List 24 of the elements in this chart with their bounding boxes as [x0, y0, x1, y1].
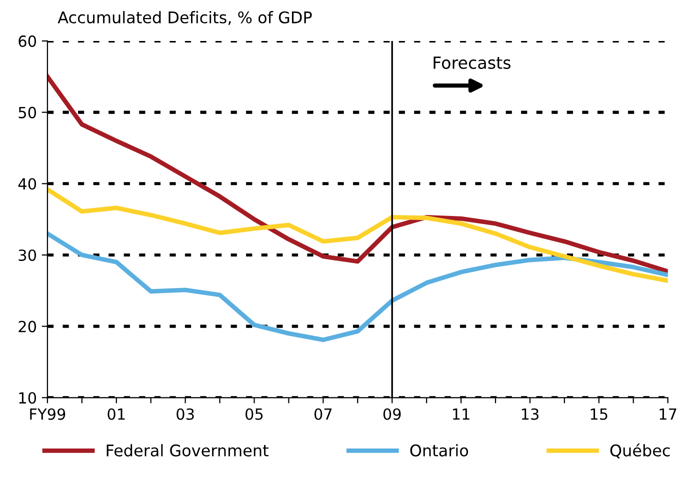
- x-tick-label: 01: [108, 408, 125, 420]
- y-tick-label: 50: [18, 106, 36, 118]
- x-tick-label: 11: [453, 408, 470, 420]
- y-axis-title: Accumulated Deficits, % of GDP: [58, 11, 312, 26]
- line-series: [47, 231, 668, 342]
- y-tick-label: 60: [18, 35, 36, 47]
- legend-label: Ontario: [410, 444, 468, 456]
- line-series: [47, 187, 668, 283]
- y-tick-label: 40: [18, 178, 36, 190]
- y-tick-label: 30: [18, 249, 36, 261]
- x-tick-label: 05: [246, 408, 263, 420]
- x-tick-label: FY99: [30, 408, 66, 420]
- x-tick-label: 03: [176, 408, 194, 420]
- legend-label: Federal Government: [106, 444, 268, 456]
- annotation: Forecasts: [434, 56, 510, 69]
- legend-label: Québec: [610, 443, 670, 458]
- y-tick-label: 20: [18, 320, 36, 332]
- y-tick-label: 10: [19, 392, 36, 404]
- x-tick-label: 07: [314, 408, 332, 420]
- x-tick-label: 13: [522, 408, 538, 420]
- x-tick-label: 15: [590, 408, 608, 420]
- line-series: [47, 74, 668, 274]
- x-tick-label: 17: [660, 408, 676, 420]
- x-tick-label: 09: [383, 408, 401, 420]
